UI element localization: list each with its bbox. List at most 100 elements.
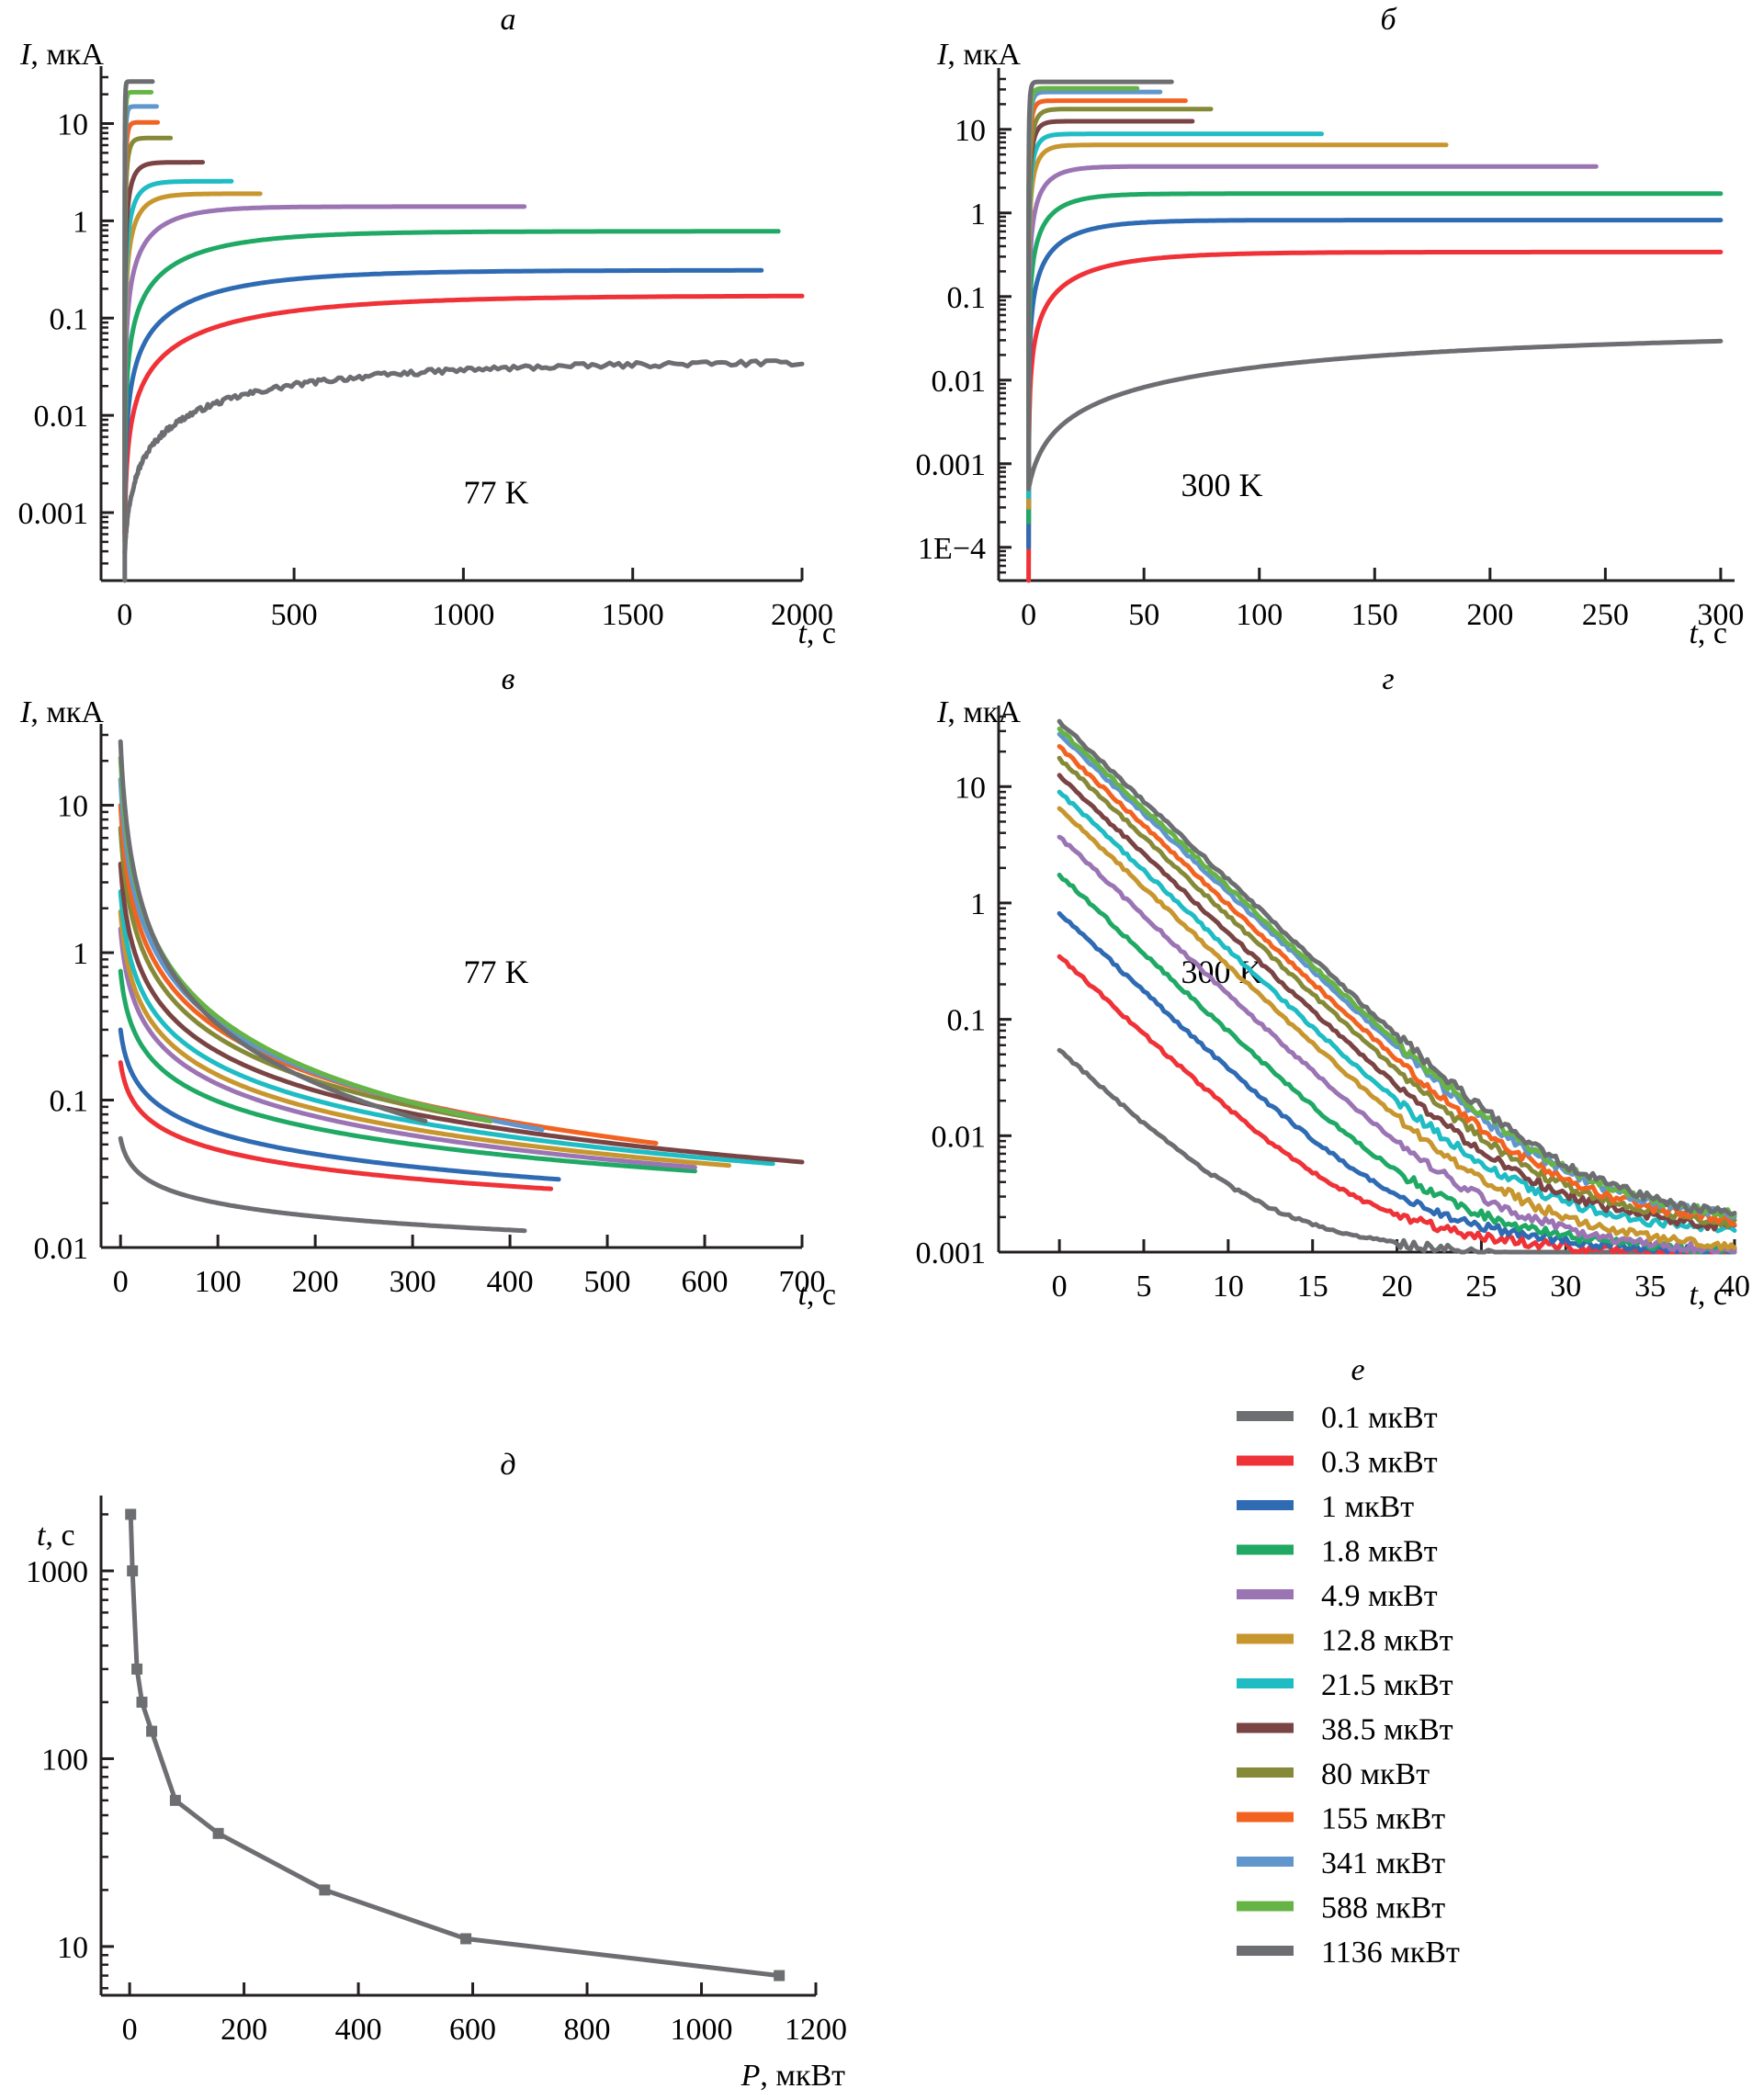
series-line-21.5-мкВт — [1026, 131, 1324, 500]
series-line-0.3-мкВт — [1026, 249, 1724, 583]
x-tick-label: 200 — [220, 2013, 267, 2047]
series-line-1136-мкВт — [1026, 79, 1174, 491]
legend-label: 1.8 мкВт — [1321, 1535, 1438, 1569]
legend-label: 588 мкВт — [1321, 1891, 1445, 1925]
legend-swatch — [1237, 1812, 1294, 1823]
x-tick-label: 250 — [1582, 598, 1629, 632]
series-line-1-мкВт — [122, 267, 764, 530]
y-tick-label: 0.1 — [50, 1085, 89, 1119]
series-line — [128, 1511, 782, 1979]
series-line-1.8-мкВт — [1057, 873, 1737, 1255]
y-tick-label: 1 — [73, 205, 88, 239]
x-tick-label: 25 — [1465, 1270, 1497, 1304]
panel-letter: д — [500, 1448, 515, 1482]
y-tick-label: 0.1 — [947, 1004, 987, 1038]
temperature-annotation: 77 K — [464, 474, 529, 511]
legend: е 0.1 мкВт 0.3 мкВт 1 мкВт 1.8 мкВт 4.9 мкВт… — [1237, 1353, 1460, 1970]
series-line-12.8-мкВт — [1057, 806, 1737, 1251]
y-axis-label: I, мкА — [19, 695, 104, 729]
series-line-1.8-мкВт — [118, 968, 697, 1174]
data-point — [460, 1933, 472, 1945]
legend-label: 38.5 мкВт — [1321, 1713, 1453, 1747]
series-line-1-мкВт — [118, 1027, 561, 1182]
data-point — [125, 1508, 137, 1520]
x-tick-label: 10 — [1213, 1270, 1244, 1304]
series-line-38.5-мкВт — [1057, 773, 1737, 1232]
y-tick-label: 0.01 — [932, 365, 987, 399]
x-tick-label: 35 — [1634, 1270, 1666, 1304]
series-line-1136-мкВт — [118, 739, 428, 1123]
series-line-1-мкВт — [1026, 218, 1724, 550]
x-tick-label: 300 — [1697, 598, 1744, 632]
chart-panel-g: г I, мкА t, с 0 5 10 15 20 25 30 35 40 0.001 0.01 0.1 1… — [916, 662, 1751, 1312]
series-line-4.9-мкВт — [1057, 834, 1737, 1255]
x-tick-label: 100 — [195, 1265, 242, 1299]
y-tick-label: 0.1 — [50, 302, 89, 336]
x-tick-label: 0 — [113, 1265, 129, 1299]
y-tick-label: 0.01 — [34, 400, 89, 434]
panel-letter: г — [1382, 662, 1394, 696]
series-line-588-мкВт — [118, 755, 493, 1123]
data-point — [169, 1794, 181, 1806]
y-tick-label: 10 — [57, 790, 88, 824]
series-line-588-мкВт — [1026, 85, 1140, 491]
legend-swatch — [1237, 1633, 1294, 1644]
y-tick-label: 1 — [970, 198, 986, 231]
x-tick-label: 50 — [1128, 598, 1159, 632]
y-tick-label: 10 — [955, 114, 986, 148]
legend-label: 4.9 мкВт — [1321, 1579, 1438, 1613]
y-tick-label: 1 — [970, 887, 986, 921]
series-line-0.3-мкВт — [118, 1060, 554, 1191]
legend-item: 155 мкВт — [1237, 1802, 1445, 1836]
legend-item: 1.8 мкВт — [1237, 1535, 1438, 1569]
x-tick-label: 0 — [117, 598, 132, 632]
legend-swatch — [1237, 1767, 1294, 1778]
y-tick-label: 1000 — [26, 1555, 88, 1589]
legend-item: 80 мкВт — [1237, 1757, 1430, 1791]
legend-item: 588 мкВт — [1237, 1891, 1445, 1925]
series-line-341-мкВт — [1057, 731, 1737, 1220]
legend-swatch — [1237, 1544, 1294, 1555]
y-tick-label: 10 — [955, 771, 986, 805]
series-line-4.9-мкВт — [118, 926, 697, 1170]
series-line-155-мкВт — [1057, 744, 1737, 1227]
y-tick-label: 10 — [57, 1931, 88, 1965]
x-tick-label: 1500 — [602, 598, 664, 632]
legend-item: 341 мкВт — [1237, 1846, 1445, 1880]
x-tick-label: 100 — [1236, 598, 1283, 632]
panel-letter: б — [1380, 3, 1397, 37]
x-tick-label: 0 — [1052, 1270, 1068, 1304]
data-point — [774, 1970, 786, 1981]
x-axis-label: t, с — [1689, 1278, 1727, 1312]
chart-panel-d: д t, с P, мкВт 0 200 400 600 800 1000 1200 10 100 10… — [26, 1448, 847, 2093]
chart-panel-a: а I, мкА t, с 0 500 1000 1500 2000 0.001 0.01 0.1 1… — [18, 3, 837, 650]
x-axis-label: t, с — [1689, 616, 1727, 650]
series-line-1136-мкВт — [1057, 718, 1737, 1217]
x-tick-label: 0 — [122, 2013, 138, 2047]
series-line-0.1-мкВт — [122, 358, 805, 556]
y-axis-label: I, мкА — [936, 38, 1021, 72]
y-tick-label: 100 — [41, 1743, 88, 1777]
x-tick-label: 40 — [1719, 1270, 1750, 1304]
x-tick-label: 30 — [1550, 1270, 1581, 1304]
series-line-0.1-мкВт — [1026, 338, 1724, 491]
y-axis-label: I, мкА — [936, 695, 1021, 729]
legend-swatch — [1237, 1500, 1294, 1510]
series-line-12.8-мкВт — [1026, 142, 1449, 510]
data-point — [319, 1884, 331, 1896]
legend-item: 0.1 мкВт — [1237, 1401, 1438, 1435]
series-line-155-мкВт — [118, 803, 659, 1146]
x-tick-label: 1000 — [671, 2013, 733, 2047]
series-line-12.8-мкВт — [118, 909, 731, 1169]
data-point — [136, 1696, 148, 1708]
legend-item: 21.5 мкВт — [1237, 1668, 1453, 1702]
y-axis-label: t, с — [37, 1519, 75, 1552]
series-line-0.1-мкВт — [118, 1135, 527, 1234]
series-line-1.8-мкВт — [1026, 191, 1724, 525]
legend-swatch — [1237, 1946, 1294, 1956]
legend-panel-letter: е — [1351, 1353, 1364, 1387]
series-line-80-мкВт — [1026, 107, 1214, 491]
y-tick-label: 0.001 — [916, 448, 987, 482]
y-axis-label: I, мкА — [19, 38, 104, 72]
